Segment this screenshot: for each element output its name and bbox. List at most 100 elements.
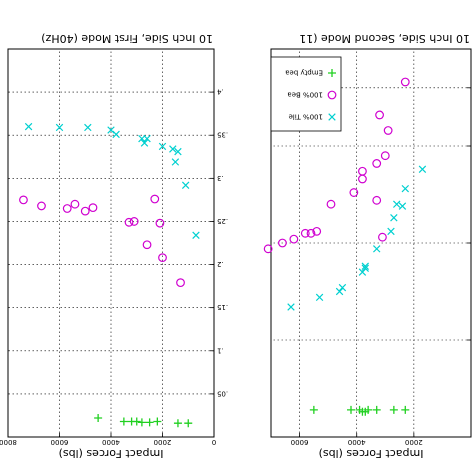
series-0-point bbox=[174, 147, 182, 156]
series-1-point bbox=[372, 195, 382, 205]
x-tick-label: 4000 bbox=[102, 438, 120, 446]
series-0-point bbox=[315, 293, 324, 302]
y-tick-label: .25 bbox=[217, 217, 228, 225]
series-1-point bbox=[158, 253, 167, 263]
legend-box bbox=[270, 56, 342, 132]
series-1-point bbox=[358, 174, 367, 184]
series-1-point bbox=[306, 228, 316, 238]
series-2-point bbox=[401, 405, 410, 414]
series-1-point bbox=[142, 240, 152, 250]
series-2-point bbox=[184, 419, 193, 428]
chart-title: 10 Inch Side, Second Mode (11 bbox=[299, 32, 470, 45]
y-tick-label: .05 bbox=[217, 389, 228, 397]
x-tick-label: 2000 bbox=[154, 438, 172, 446]
series-1-point bbox=[124, 217, 134, 227]
legend-label: 100% Bea bbox=[287, 91, 323, 99]
x-tick-label: 0 bbox=[212, 438, 216, 446]
chart-title: 10 Inch Side, First Mode (40Hz) bbox=[41, 32, 213, 45]
series-1-point bbox=[400, 77, 410, 87]
series-1-point bbox=[312, 226, 322, 236]
series-0-point bbox=[112, 130, 120, 139]
series-1-point bbox=[383, 126, 393, 135]
series-1-point bbox=[150, 194, 160, 204]
series-0-point bbox=[287, 303, 295, 311]
series-0-point bbox=[387, 227, 395, 236]
series-2-point bbox=[389, 405, 398, 414]
chart-second-mode: 2000400060000.050.10.150.18Impact Forces… bbox=[263, 32, 472, 460]
x-tick-label: 6000 bbox=[51, 438, 69, 446]
series-0-point bbox=[390, 214, 398, 222]
series-1-point bbox=[129, 217, 139, 226]
series-1-point bbox=[88, 203, 98, 213]
y-tick-label: .2 bbox=[217, 260, 224, 268]
y-tick-label: .1 bbox=[217, 346, 224, 354]
series-1-point bbox=[378, 232, 387, 242]
series-0-point bbox=[140, 139, 149, 147]
series-0-point bbox=[169, 145, 177, 153]
series-1-point bbox=[326, 199, 336, 209]
series-1-point bbox=[155, 218, 165, 228]
series-0-point bbox=[192, 231, 200, 239]
series-1-point bbox=[263, 244, 273, 254]
series-2-point bbox=[94, 414, 103, 423]
plot-frame bbox=[7, 48, 215, 438]
series-0-point bbox=[392, 200, 401, 208]
y-tick-label: .3 bbox=[217, 174, 224, 182]
series-1-point bbox=[62, 204, 72, 213]
y-tick-label: .15 bbox=[217, 303, 228, 311]
x-axis-title: Impact Forces (lbs) bbox=[319, 447, 424, 460]
series-2-point bbox=[145, 418, 154, 427]
series-1-point bbox=[300, 228, 310, 238]
series-1-point bbox=[349, 188, 359, 197]
series-2-point bbox=[132, 417, 141, 426]
series-2-point bbox=[364, 405, 373, 414]
legend-marker bbox=[328, 113, 336, 121]
series-0-point bbox=[361, 264, 370, 272]
series-0-point bbox=[401, 184, 410, 193]
series-2-point bbox=[153, 417, 162, 426]
series-0-point bbox=[171, 158, 180, 166]
series-2-point bbox=[372, 405, 381, 414]
series-1-point bbox=[176, 278, 185, 288]
legend-label: 100% Tile bbox=[289, 113, 324, 121]
series-0-point bbox=[84, 123, 92, 132]
series-0-point bbox=[418, 165, 427, 174]
series-1-point bbox=[358, 166, 367, 176]
x-axis-title: Impact Forces (lbs) bbox=[59, 447, 164, 460]
series-0-point bbox=[158, 142, 167, 151]
chart-first-mode: 0 2000 4000 6000 8000 .05 .1 .15 .2 .25 .3 .35 .4 Imp… bbox=[0, 32, 228, 460]
series-0-point bbox=[143, 134, 151, 143]
series-1-point bbox=[375, 110, 384, 120]
series-1-point bbox=[380, 151, 390, 161]
x-tick-label: 2000 bbox=[405, 438, 423, 446]
legend-label: Empty bea bbox=[285, 69, 323, 77]
series-1-point bbox=[19, 195, 28, 205]
series-0-point bbox=[361, 262, 370, 271]
series-1-point bbox=[289, 234, 299, 244]
series-2-point bbox=[173, 419, 182, 428]
legend-marker bbox=[327, 90, 337, 100]
y-tick-label: .4 bbox=[216, 88, 223, 96]
series-1-point bbox=[278, 238, 287, 248]
series-0-point bbox=[358, 268, 367, 276]
series-2-point bbox=[347, 405, 355, 414]
series-1-point bbox=[372, 159, 382, 168]
series-0-point bbox=[55, 123, 64, 132]
series-1-point bbox=[37, 201, 46, 211]
y-tick-label: .35 bbox=[217, 131, 228, 139]
x-tick-label: 8000 bbox=[0, 438, 17, 446]
series-0-point bbox=[181, 181, 190, 189]
x-tick-label: 4000 bbox=[348, 438, 366, 446]
series-2-point bbox=[309, 405, 318, 414]
series-2-point bbox=[137, 418, 146, 427]
series-0-point bbox=[24, 122, 33, 131]
series-0-point bbox=[338, 283, 347, 292]
series-0-point bbox=[372, 245, 381, 253]
series-2-point bbox=[119, 417, 128, 426]
series-0-point bbox=[335, 287, 344, 296]
legend-marker bbox=[328, 69, 336, 77]
x-tick-label: 6000 bbox=[291, 438, 309, 446]
series-1-point bbox=[70, 199, 80, 209]
series-0-point bbox=[398, 202, 407, 210]
